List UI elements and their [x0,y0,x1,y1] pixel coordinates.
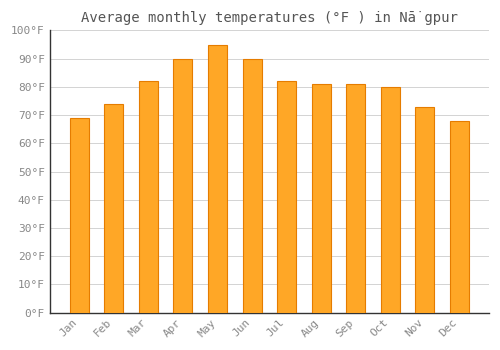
Bar [416,107,434,313]
Bar [139,81,158,313]
Bar [208,44,227,313]
Bar [381,87,400,313]
Bar [104,104,124,313]
Bar [70,118,88,313]
Bar [346,84,365,313]
Bar [277,81,296,313]
Bar [450,121,469,313]
Bar [312,84,330,313]
Title: Average monthly temperatures (°F ) in Nā̇gpur: Average monthly temperatures (°F ) in Nā… [81,11,458,25]
Bar [242,59,262,313]
Bar [174,59,193,313]
